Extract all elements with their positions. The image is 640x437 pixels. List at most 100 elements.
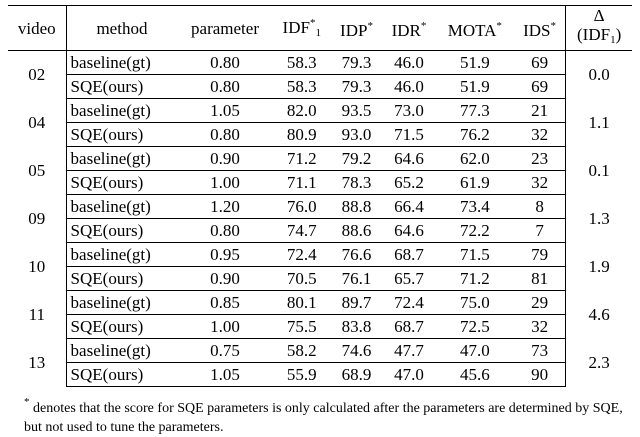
method-cell: baseline(gt) xyxy=(66,242,178,267)
value-cell: 47.0 xyxy=(382,362,436,387)
method-cell: baseline(gt) xyxy=(66,290,178,315)
value-cell: 73.0 xyxy=(382,98,436,123)
value-cell: 74.6 xyxy=(330,338,383,363)
value-cell: 76.0 xyxy=(272,194,331,219)
value-cell: 0.80 xyxy=(177,218,273,243)
value-cell: 76.2 xyxy=(435,122,514,147)
value-cell: 8 xyxy=(513,194,566,219)
value-cell: 32 xyxy=(513,122,566,147)
delta-cell: 1.9 xyxy=(565,242,632,291)
delta-cell: 1.3 xyxy=(565,194,632,243)
value-cell: 73 xyxy=(513,338,566,363)
value-cell: 88.8 xyxy=(330,194,383,219)
value-cell: 65.7 xyxy=(382,266,436,291)
value-cell: 72.2 xyxy=(435,218,514,243)
header-sup: * xyxy=(550,19,557,32)
value-cell: 61.9 xyxy=(435,170,514,195)
value-cell: 76.1 xyxy=(330,266,383,291)
method-cell: SQE(ours) xyxy=(66,218,178,243)
value-cell: 81 xyxy=(513,266,566,291)
value-cell: 88.6 xyxy=(330,218,383,243)
header-sup: * xyxy=(309,16,316,29)
value-cell: 72.5 xyxy=(435,314,514,339)
table-wrap: video method parameter IDF*1 IDP* IDR* MOTA* ID… xyxy=(8,5,632,437)
value-cell: 93.5 xyxy=(330,98,383,123)
footnote-mark: * xyxy=(24,396,30,408)
table-row: 05 baseline(gt) 0.90 71.2 79.2 64.6 62.0 23 0.1 xyxy=(8,146,632,195)
header-cell: MOTA* xyxy=(435,5,514,51)
table-row: 10 baseline(gt) 0.95 72.4 76.6 68.7 71.5 79 1.9 xyxy=(8,242,632,291)
value-cell: 0.90 xyxy=(177,146,273,171)
header-sup: * xyxy=(420,19,427,32)
method-cell: SQE(ours) xyxy=(66,362,178,387)
video-cell: 02 xyxy=(8,50,67,99)
header-sup: * xyxy=(496,19,502,32)
header-cell: IDS* xyxy=(513,5,566,51)
value-cell: 23 xyxy=(513,146,566,171)
value-cell: 90 xyxy=(513,362,566,387)
value-cell: 72.4 xyxy=(272,242,331,267)
value-cell: 1.00 xyxy=(177,314,273,339)
value-cell: 89.7 xyxy=(330,290,383,315)
value-cell: 79.2 xyxy=(330,146,383,171)
value-cell: 93.0 xyxy=(330,122,383,147)
value-cell: 0.85 xyxy=(177,290,273,315)
video-cell: 11 xyxy=(8,290,67,339)
value-cell: 80.9 xyxy=(272,122,331,147)
value-cell: 78.3 xyxy=(330,170,383,195)
value-cell: 71.5 xyxy=(382,122,436,147)
header-text: IDP xyxy=(340,20,368,40)
table-row: SQE(ours) 0.80 58.3 79.3 46.0 51.9 69 xyxy=(8,74,632,99)
header-text: parameter xyxy=(191,18,259,38)
header-cell: video xyxy=(8,5,67,51)
delta-cell: 0.1 xyxy=(565,146,632,195)
header-text: IDR xyxy=(391,20,421,40)
header-text: ) xyxy=(615,25,622,44)
video-cell: 13 xyxy=(8,338,67,387)
value-cell: 70.5 xyxy=(272,266,331,291)
header-cell: IDF*1 xyxy=(272,5,331,51)
value-cell: 62.0 xyxy=(435,146,514,171)
value-cell: 73.4 xyxy=(435,194,514,219)
value-cell: 64.6 xyxy=(382,218,436,243)
value-cell: 71.2 xyxy=(435,266,514,291)
value-cell: 55.9 xyxy=(272,362,331,387)
value-cell: 66.4 xyxy=(382,194,436,219)
video-cell: 04 xyxy=(8,98,67,147)
method-cell: SQE(ours) xyxy=(66,314,178,339)
value-cell: 83.8 xyxy=(330,314,383,339)
value-cell: 1.05 xyxy=(177,362,273,387)
method-cell: baseline(gt) xyxy=(66,146,178,171)
value-cell: 29 xyxy=(513,290,566,315)
value-cell: 68.7 xyxy=(382,314,436,339)
value-cell: 80.1 xyxy=(272,290,331,315)
header-sup: * xyxy=(367,19,373,32)
value-cell: 1.20 xyxy=(177,194,273,219)
table-row: SQE(ours) 0.80 80.9 93.0 71.5 76.2 32 xyxy=(8,122,632,147)
delta-cell: 1.1 xyxy=(565,98,632,147)
value-cell: 45.6 xyxy=(435,362,514,387)
value-cell: 0.95 xyxy=(177,242,273,267)
header-cell: parameter xyxy=(177,5,273,51)
table-row: SQE(ours) 1.00 71.1 78.3 65.2 61.9 32 xyxy=(8,170,632,195)
value-cell: 77.3 xyxy=(435,98,514,123)
value-cell: 0.90 xyxy=(177,266,273,291)
method-cell: baseline(gt) xyxy=(66,338,178,363)
value-cell: 51.9 xyxy=(435,50,514,75)
value-cell: 0.80 xyxy=(177,50,273,75)
method-cell: SQE(ours) xyxy=(66,122,178,147)
value-cell: 47.7 xyxy=(382,338,436,363)
method-cell: baseline(gt) xyxy=(66,98,178,123)
header-row: video method parameter IDF*1 IDP* IDR* MOTA* ID… xyxy=(8,5,632,51)
value-cell: 69 xyxy=(513,74,566,99)
value-cell: 7 xyxy=(513,218,566,243)
header-text: MOTA xyxy=(447,20,497,40)
value-cell: 46.0 xyxy=(382,74,436,99)
table-row: SQE(ours) 0.80 74.7 88.6 64.6 72.2 7 xyxy=(8,218,632,243)
value-cell: 75.0 xyxy=(435,290,514,315)
delta-cell: 2.3 xyxy=(565,338,632,387)
value-cell: 71.2 xyxy=(272,146,331,171)
value-cell: 79.3 xyxy=(330,50,383,75)
header-text: method xyxy=(96,18,148,38)
table-body: 02 baseline(gt) 0.80 58.3 79.3 46.0 51.9 69 0.0 S… xyxy=(8,50,632,387)
